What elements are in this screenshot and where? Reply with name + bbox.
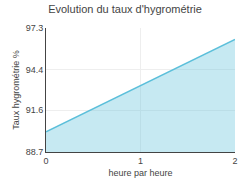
svg-text:91.6: 91.6 xyxy=(26,105,44,115)
svg-text:0: 0 xyxy=(43,156,48,166)
svg-text:94.4: 94.4 xyxy=(26,65,44,75)
svg-text:2: 2 xyxy=(232,156,237,166)
svg-text:88.7: 88.7 xyxy=(26,147,44,157)
svg-text:97.3: 97.3 xyxy=(26,23,44,33)
svg-text:Evolution du taux d'hygrométri: Evolution du taux d'hygrométrie xyxy=(48,3,202,15)
svg-text:1: 1 xyxy=(138,156,143,166)
svg-text:heure par heure: heure par heure xyxy=(108,168,172,178)
svg-text:Taux hygrométrie %: Taux hygrométrie % xyxy=(11,50,21,130)
